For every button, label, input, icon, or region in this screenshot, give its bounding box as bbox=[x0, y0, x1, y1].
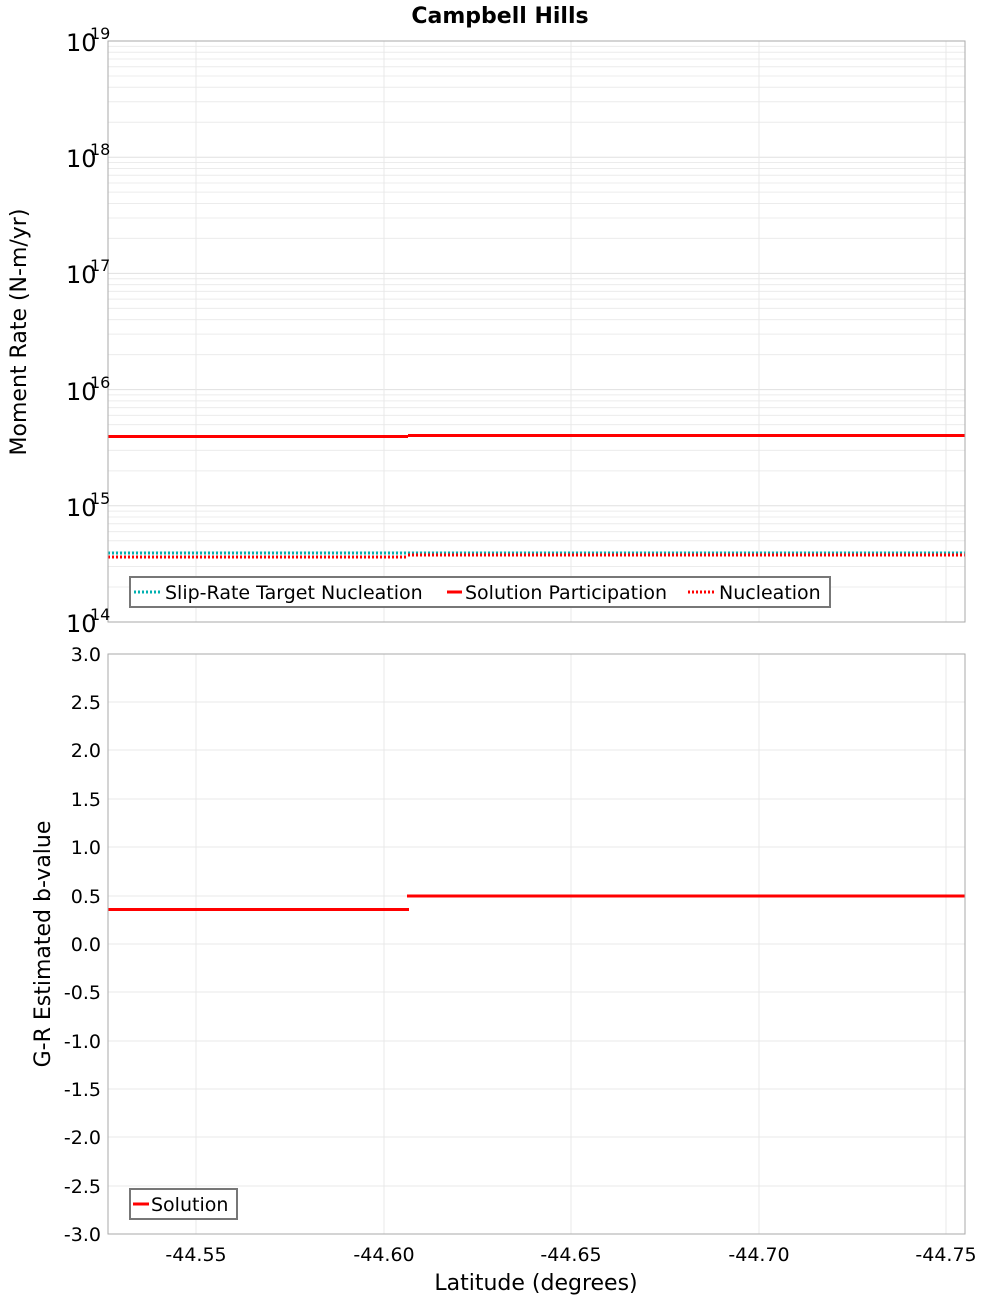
svg-text:-44.60: -44.60 bbox=[353, 1244, 414, 1266]
svg-text:-1.0: -1.0 bbox=[64, 1031, 101, 1053]
bottom-plot: 3.0 2.5 2.0 1.5 1.0 0.5 0.0 -0.5 -1.0 -1… bbox=[31, 644, 977, 1296]
svg-text:19: 19 bbox=[90, 24, 110, 43]
svg-text:15: 15 bbox=[90, 489, 110, 508]
svg-text:-44.75: -44.75 bbox=[915, 1244, 976, 1266]
svg-text:2.5: 2.5 bbox=[71, 692, 101, 714]
svg-text:2.0: 2.0 bbox=[71, 740, 101, 762]
svg-text:10: 10 bbox=[66, 261, 97, 289]
svg-text:10: 10 bbox=[66, 610, 97, 638]
svg-text:0.0: 0.0 bbox=[71, 934, 101, 956]
svg-text:1.0: 1.0 bbox=[71, 837, 101, 859]
svg-text:10: 10 bbox=[66, 145, 97, 173]
svg-text:-2.0: -2.0 bbox=[64, 1127, 101, 1149]
bottom-y-ticks: 3.0 2.5 2.0 1.5 1.0 0.5 0.0 -0.5 -1.0 -1… bbox=[64, 644, 101, 1246]
svg-text:1.5: 1.5 bbox=[71, 789, 101, 811]
legend-nucleation: Nucleation bbox=[719, 582, 821, 604]
series-solution-b-value bbox=[108, 894, 965, 911]
top-y-axis-label: Moment Rate (N-m/yr) bbox=[7, 209, 32, 456]
legend-slip-rate: Slip-Rate Target Nucleation bbox=[165, 582, 423, 604]
top-plot: 10 19 10 18 10 17 10 16 10 15 10 14 Mome… bbox=[7, 24, 966, 638]
svg-text:-44.55: -44.55 bbox=[165, 1244, 226, 1266]
svg-text:18: 18 bbox=[90, 140, 110, 159]
x-ticks: -44.55 -44.60 -44.65 -44.70 -44.75 bbox=[165, 1244, 976, 1266]
svg-text:-0.5: -0.5 bbox=[64, 982, 101, 1004]
chart-title: Campbell Hills bbox=[411, 4, 588, 29]
bottom-y-axis-label: G-R Estimated b-value bbox=[31, 821, 56, 1068]
svg-text:0.5: 0.5 bbox=[71, 886, 101, 908]
svg-text:17: 17 bbox=[90, 256, 110, 275]
top-legend: Slip-Rate Target Nucleation Solution Par… bbox=[129, 576, 831, 608]
bottom-legend: Solution bbox=[129, 1188, 238, 1220]
svg-text:-44.70: -44.70 bbox=[728, 1244, 789, 1266]
svg-text:-3.0: -3.0 bbox=[64, 1224, 101, 1246]
svg-text:16: 16 bbox=[90, 373, 110, 392]
series-nucleation bbox=[108, 553, 965, 559]
svg-text:10: 10 bbox=[66, 494, 97, 522]
svg-text:-2.5: -2.5 bbox=[64, 1176, 101, 1198]
svg-text:3.0: 3.0 bbox=[71, 644, 101, 666]
legend-solution-participation: Solution Participation bbox=[465, 582, 667, 604]
series-solution-participation bbox=[108, 434, 965, 438]
legend-solution: Solution bbox=[151, 1194, 228, 1216]
svg-text:-44.65: -44.65 bbox=[540, 1244, 601, 1266]
top-y-ticks: 10 19 10 18 10 17 10 16 10 15 10 14 bbox=[66, 24, 110, 638]
svg-text:10: 10 bbox=[66, 29, 97, 57]
svg-text:-1.5: -1.5 bbox=[64, 1079, 101, 1101]
svg-text:14: 14 bbox=[90, 605, 110, 624]
svg-text:10: 10 bbox=[66, 378, 97, 406]
x-axis-label: Latitude (degrees) bbox=[434, 1271, 637, 1296]
